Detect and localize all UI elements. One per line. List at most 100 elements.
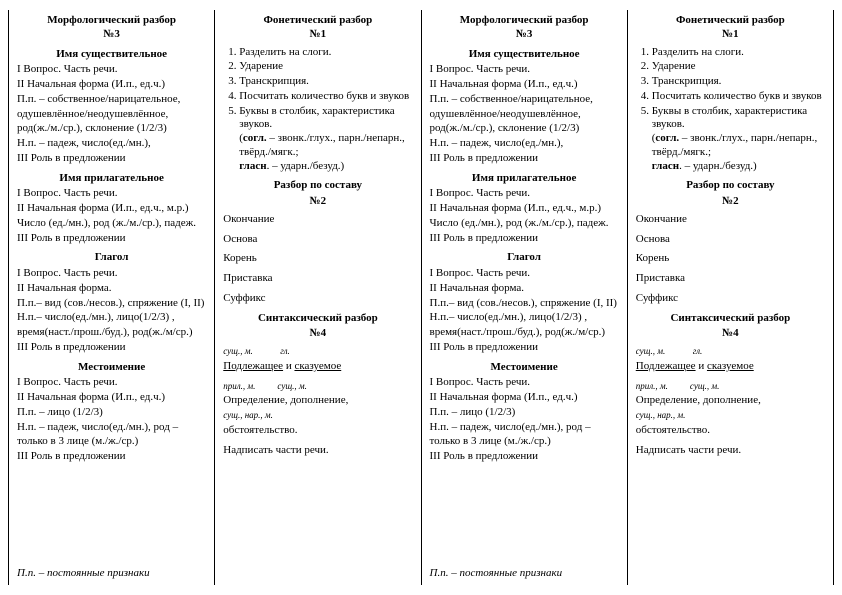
synt-title-2: Синтаксический разбор — [636, 312, 825, 326]
phon-s2: Ударение — [239, 60, 412, 74]
noun-l6: Н.п. – падеж, число(ед./мн.), — [17, 137, 206, 151]
col-phon-1: Фонетический разбор №1 Разделить на слог… — [214, 10, 420, 585]
morph-title: Морфологический разбор — [17, 14, 206, 28]
synt2-l2: Определение, дополнение, — [636, 394, 825, 408]
pron-head-2: Местоимение — [430, 361, 619, 375]
comp-p1: Окончание — [223, 213, 412, 227]
adj2-l4: III Роль в предложении — [430, 232, 619, 246]
synt2-l3: обстоятельство. — [636, 424, 825, 438]
synt2-t4: сущ., м. — [690, 381, 719, 391]
synt-t3: прил., м. — [223, 381, 255, 391]
comp2-p1: Окончание — [636, 213, 825, 227]
verb-head-2: Глагол — [430, 251, 619, 265]
pron-l4: Н.п. – падеж, число(ед./мн.), род – — [17, 421, 206, 435]
noun-block: I Вопрос. Часть речи. II Начальная форма… — [17, 63, 206, 165]
phon-s5a: Буквы в столбик, характеристика звуков. — [239, 105, 394, 131]
comp2-p3: Корень — [636, 252, 825, 266]
phon-s5: Буквы в столбик, характеристика звуков. … — [239, 105, 412, 174]
pron2-l5: только в 3 лице (м./ж./ср.) — [430, 435, 619, 449]
synt-num-2: №4 — [636, 327, 825, 341]
phon2-sogl: согл. — [655, 132, 679, 144]
morph-title-2: Морфологический разбор — [430, 14, 619, 28]
pron-l2: II Начальная форма (И.п., ед.ч.) — [17, 391, 206, 405]
synt2-l4: Надписать части речи. — [636, 444, 825, 458]
comp2-p2: Основа — [636, 233, 825, 247]
adj-l3: Число (ед./мн.), род (ж./м./ср.), падеж. — [17, 217, 206, 231]
phon-title: Фонетический разбор — [223, 14, 412, 28]
adj-l4: III Роль в предложении — [17, 232, 206, 246]
noun-l3: П.п. – собственное/нарицательное, — [17, 93, 206, 107]
adj2-l2: II Начальная форма (И.п., ед.ч., м.р.) — [430, 202, 619, 216]
adj-l1: I Вопрос. Часть речи. — [17, 187, 206, 201]
synt-t5: сущ., нар., м. — [223, 410, 273, 420]
comp-p3: Корень — [223, 252, 412, 266]
noun-l2: II Начальная форма (И.п., ед.ч.) — [17, 78, 206, 92]
synt2-t5: сущ., нар., м. — [636, 410, 686, 420]
verb-l2: II Начальная форма. — [17, 282, 206, 296]
verb-l3: П.п.– вид (сов./несов.), спряжение (I, I… — [17, 297, 206, 311]
synt-l3: обстоятельство. — [223, 424, 412, 438]
noun-l5: род(ж./м./ср.), склонение (1/2/3) — [17, 122, 206, 136]
pron2-l4: Н.п. – падеж, число(ед./мн.), род – — [430, 421, 619, 435]
phon-steps-2: Разделить на слоги. Ударение Транскрипци… — [652, 46, 825, 174]
verb-l1: I Вопрос. Часть речи. — [17, 267, 206, 281]
comp-p4: Приставка — [223, 272, 412, 286]
adj-block: I Вопрос. Часть речи. II Начальная форма… — [17, 187, 206, 245]
comp-p2: Основа — [223, 233, 412, 247]
pron-block: I Вопрос. Часть речи. II Начальная форма… — [17, 376, 206, 464]
phon2-s3: Транскрипция. — [652, 75, 825, 89]
synt-and: и — [283, 360, 294, 372]
comp-num: №2 — [223, 195, 412, 209]
synt-subj: Подлежащее — [223, 360, 283, 372]
synt-num: №4 — [223, 327, 412, 341]
synt-pred: сказуемое — [294, 360, 341, 372]
synt2-t2: гл. — [693, 346, 703, 356]
comp-block-2: Окончание Основа Корень Приставка Суффик… — [636, 213, 825, 306]
adj-block-2: I Вопрос. Часть речи. II Начальная форма… — [430, 187, 619, 245]
verb2-l1: I Вопрос. Часть речи. — [430, 267, 619, 281]
verb2-l2: II Начальная форма. — [430, 282, 619, 296]
verb2-l3: П.п.– вид (сов./несов.), спряжение (I, I… — [430, 297, 619, 311]
verb-block-2: I Вопрос. Часть речи. II Начальная форма… — [430, 267, 619, 355]
synt-l4: Надписать части речи. — [223, 444, 412, 458]
noun-head: Имя существительное — [17, 48, 206, 62]
synt-block-2: сущ., м. гл. Подлежащее и сказуемое прил… — [636, 345, 825, 457]
synt-t2: гл. — [280, 346, 290, 356]
phon-num-2: №1 — [636, 28, 825, 42]
pron2-l3: П.п. – лицо (1/2/3) — [430, 406, 619, 420]
comp-num-2: №2 — [636, 195, 825, 209]
comp2-p5: Суффикс — [636, 292, 825, 306]
phon-s3: Транскрипция. — [239, 75, 412, 89]
phon-sogl: согл. — [243, 132, 267, 144]
phon-steps: Разделить на слоги. Ударение Транскрипци… — [239, 46, 412, 174]
phon2-s1: Разделить на слоги. — [652, 46, 825, 60]
phon-s4: Посчитать количество букв и звуков — [239, 90, 412, 104]
synt-block: сущ., м. гл. Подлежащее и сказуемое прил… — [223, 345, 412, 457]
synt-l2: Определение, дополнение, — [223, 394, 412, 408]
phon-s1: Разделить на слоги. — [239, 46, 412, 60]
verb2-l6: III Роль в предложении — [430, 341, 619, 355]
pron-head: Местоимение — [17, 361, 206, 375]
pron2-l6: III Роль в предложении — [430, 450, 619, 464]
phon-num: №1 — [223, 28, 412, 42]
comp2-p4: Приставка — [636, 272, 825, 286]
comp-p5: Суффикс — [223, 292, 412, 306]
verb-head: Глагол — [17, 251, 206, 265]
verb-l5: время(наст./прош./буд.), род(ж./м/ср.) — [17, 326, 206, 340]
const-note: П.п. – постоянные признаки — [17, 567, 150, 581]
noun2-l2: II Начальная форма (И.п., ед.ч.) — [430, 78, 619, 92]
noun-block-2: I Вопрос. Часть речи. II Начальная форма… — [430, 63, 619, 165]
phon2-s5a: Буквы в столбик, характеристика звуков. — [652, 105, 807, 131]
verb-block: I Вопрос. Часть речи. II Начальная форма… — [17, 267, 206, 355]
noun-l1: I Вопрос. Часть речи. — [17, 63, 206, 77]
phon-title-2: Фонетический разбор — [636, 14, 825, 28]
phon2-glas: гласн — [652, 160, 679, 172]
verb-l6: III Роль в предложении — [17, 341, 206, 355]
noun-l7: III Роль в предложении — [17, 152, 206, 166]
pron2-l1: I Вопрос. Часть речи. — [430, 376, 619, 390]
morph-num: №3 — [17, 28, 206, 42]
synt2-and: и — [696, 360, 707, 372]
adj2-l3: Число (ед./мн.), род (ж./м./ср.), падеж. — [430, 217, 619, 231]
pron-l3: П.п. – лицо (1/2/3) — [17, 406, 206, 420]
pron-l6: III Роль в предложении — [17, 450, 206, 464]
